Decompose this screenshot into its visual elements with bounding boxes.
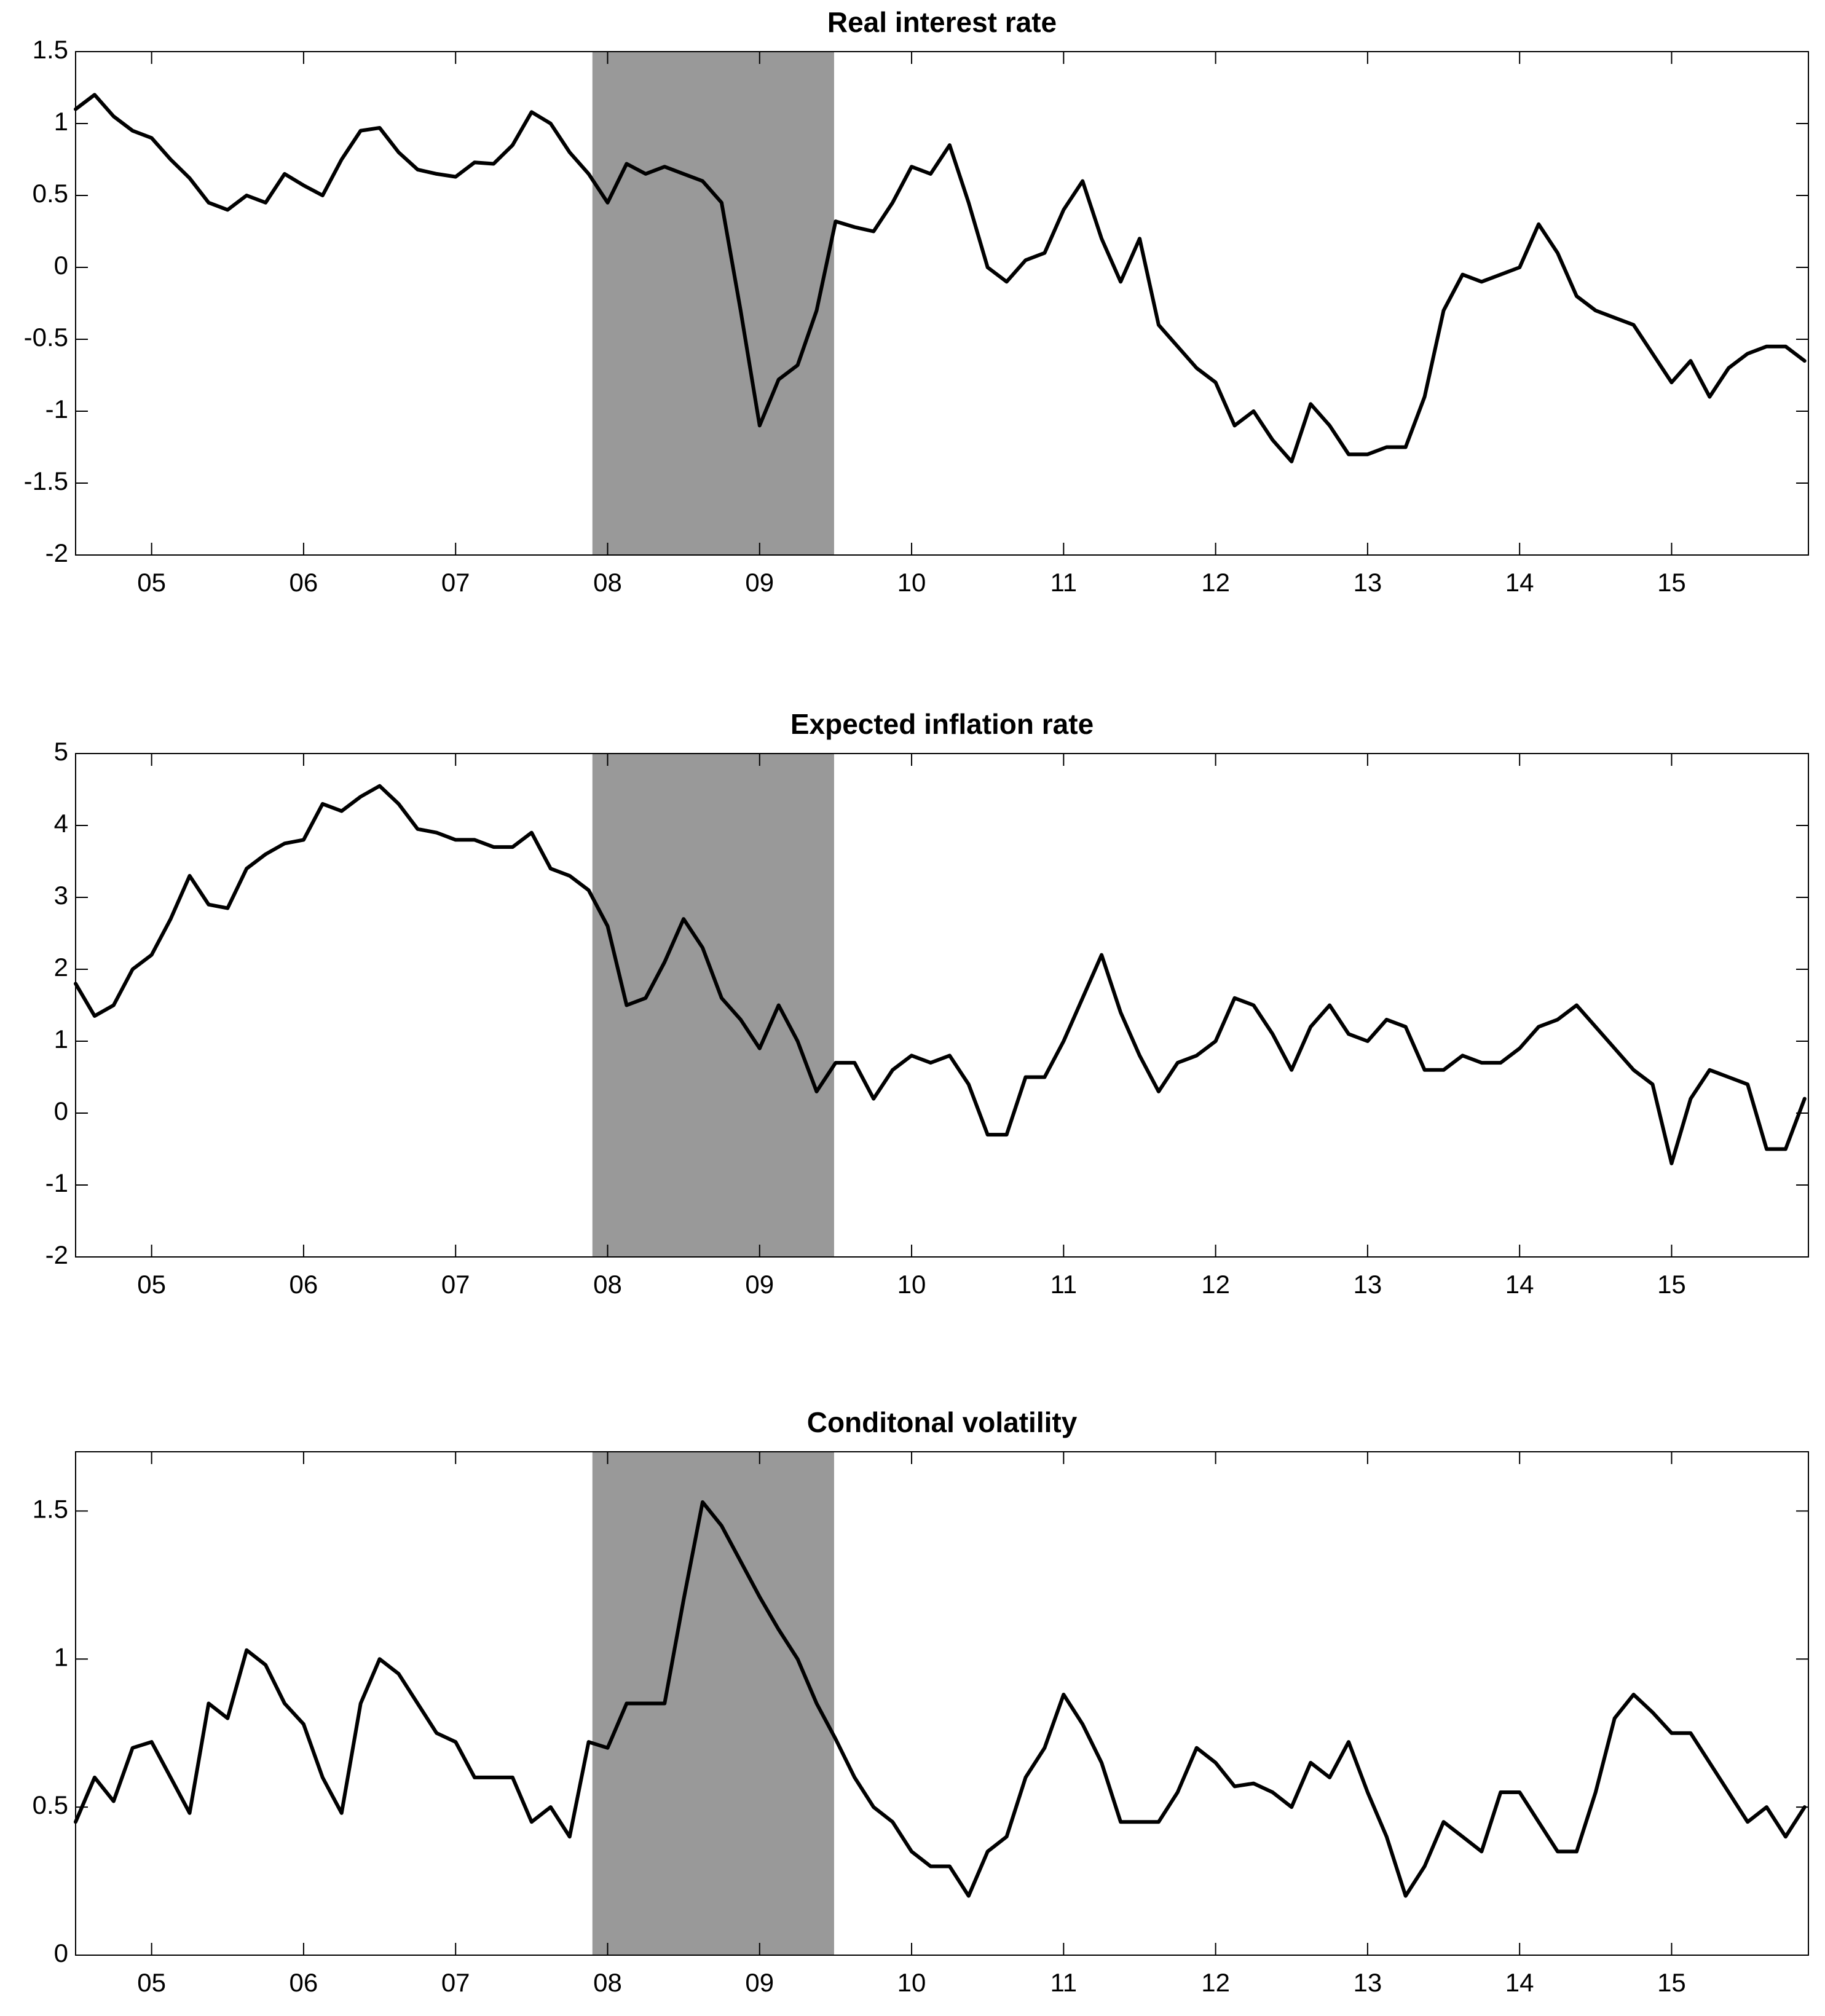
x-tick-label: 12	[1201, 1270, 1230, 1299]
x-tick-label: 10	[897, 1270, 926, 1299]
y-tick-label: -1.5	[24, 467, 68, 495]
x-tick-label: 09	[745, 1968, 774, 1997]
x-tick-label: 05	[137, 1270, 166, 1299]
x-tick-label: 12	[1201, 568, 1230, 597]
x-tick-label: 06	[290, 1968, 318, 1997]
x-tick-label: 10	[897, 568, 926, 597]
x-tick-label: 14	[1505, 568, 1534, 597]
y-tick-label: 1	[54, 107, 68, 136]
x-tick-label: 11	[1050, 1968, 1078, 1997]
plot-frame	[75, 753, 1809, 1258]
x-tick-label: 11	[1050, 1270, 1078, 1299]
shaded-region	[592, 754, 834, 1257]
x-tick-label: 08	[593, 1968, 622, 1997]
x-tick-label: 09	[745, 1270, 774, 1299]
y-tick-label: 0	[54, 1097, 68, 1125]
y-tick-label: -2	[45, 538, 68, 567]
y-tick-label: 1.5	[33, 35, 68, 64]
x-tick-label: 14	[1505, 1270, 1534, 1299]
data-line	[74, 784, 1807, 1165]
x-tick-label: 13	[1354, 568, 1382, 597]
x-tick-label: 13	[1354, 1270, 1382, 1299]
x-tick-label: 07	[441, 1270, 470, 1299]
x-tick-label: 07	[441, 1968, 470, 1997]
x-tick-label: 15	[1657, 568, 1686, 597]
x-tick-label: 10	[897, 1968, 926, 1997]
y-tick-label: 0.5	[33, 1790, 68, 1819]
y-tick-label: 1	[54, 1025, 68, 1053]
x-tick-label: 06	[290, 568, 318, 597]
x-tick-label: 06	[290, 1270, 318, 1299]
x-tick-label: 15	[1657, 1270, 1686, 1299]
y-tick-label: 4	[54, 809, 68, 838]
y-tick-label: 1.5	[33, 1494, 68, 1523]
chart-title: Conditonal volatility	[807, 1406, 1078, 1438]
data-line	[74, 1500, 1807, 1898]
plot-frame	[75, 51, 1809, 556]
x-tick-label: 09	[745, 568, 774, 597]
y-tick-label: -2	[45, 1240, 68, 1269]
x-tick-label: 05	[137, 1968, 166, 1997]
x-tick-label: 07	[441, 568, 470, 597]
plot-frame	[75, 1451, 1809, 1956]
x-tick-label: 13	[1354, 1968, 1382, 1997]
x-tick-label: 08	[593, 1270, 622, 1299]
chart-title: Expected inflation rate	[790, 708, 1094, 740]
x-tick-label: 08	[593, 568, 622, 597]
y-tick-label: 3	[54, 881, 68, 910]
y-tick-label: 1	[54, 1642, 68, 1671]
x-tick-label: 05	[137, 568, 166, 597]
y-tick-label: 0	[54, 1939, 68, 1967]
y-tick-label: 2	[54, 953, 68, 982]
data-line	[74, 93, 1807, 463]
y-tick-label: 0.5	[33, 179, 68, 208]
x-tick-label: 11	[1050, 568, 1078, 597]
y-tick-label: -0.5	[24, 323, 68, 352]
shaded-region	[592, 52, 834, 555]
chart-title: Real interest rate	[827, 6, 1057, 38]
y-tick-label: -1	[45, 1168, 68, 1197]
y-tick-label: 0	[54, 251, 68, 280]
x-tick-label: 15	[1657, 1968, 1686, 1997]
y-tick-label: 5	[54, 737, 68, 766]
x-tick-label: 12	[1201, 1968, 1230, 1997]
x-tick-label: 14	[1505, 1968, 1534, 1997]
y-tick-label: -1	[45, 395, 68, 423]
